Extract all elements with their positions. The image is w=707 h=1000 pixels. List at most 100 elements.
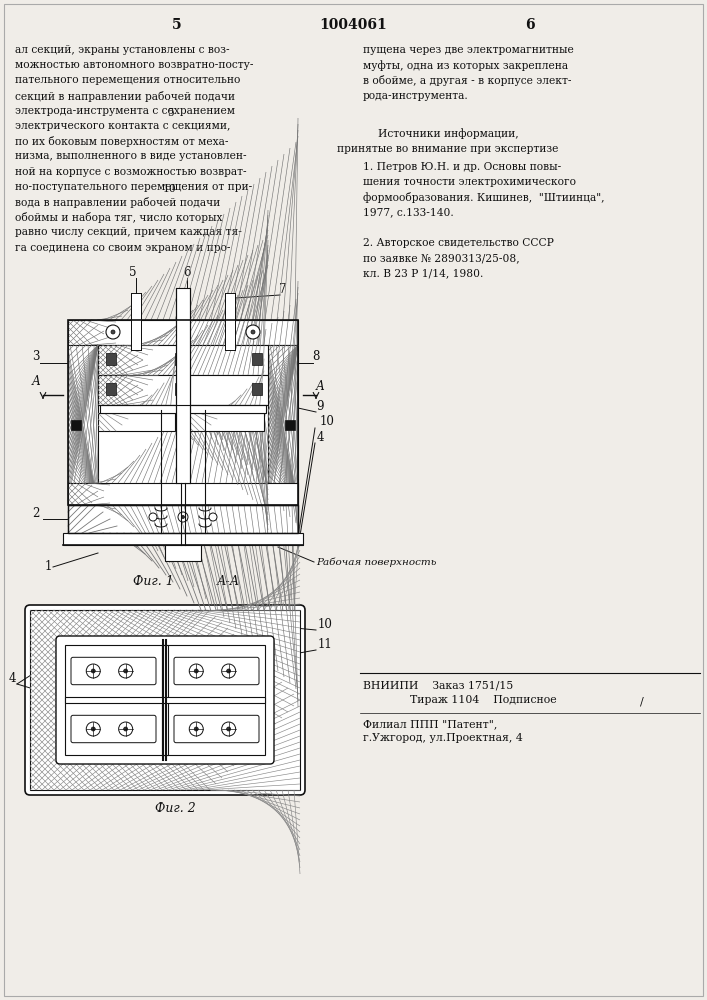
Circle shape bbox=[194, 669, 198, 673]
Circle shape bbox=[149, 513, 157, 521]
Bar bbox=[68, 320, 298, 345]
Text: по заявке № 2890313/25-08,: по заявке № 2890313/25-08, bbox=[363, 253, 520, 263]
Text: 9: 9 bbox=[316, 400, 324, 413]
Text: муфты, одна из которых закреплена: муфты, одна из которых закреплена bbox=[363, 60, 568, 71]
Circle shape bbox=[86, 664, 100, 678]
Text: электрода-инструмента с сохранением: электрода-инструмента с сохранением bbox=[15, 106, 235, 116]
Text: формообразования. Кишинев,  "Штиинца",: формообразования. Кишинев, "Штиинца", bbox=[363, 192, 604, 203]
Circle shape bbox=[119, 664, 133, 678]
Text: 10: 10 bbox=[163, 184, 177, 194]
Bar bbox=[65, 645, 265, 755]
Text: А-А: А-А bbox=[216, 575, 240, 588]
Text: 5: 5 bbox=[173, 18, 182, 32]
Bar bbox=[252, 383, 262, 395]
Text: принятые во внимание при экспертизе: принятые во внимание при экспертизе bbox=[337, 144, 559, 154]
Circle shape bbox=[86, 722, 100, 736]
Text: ВНИИПИ    Заказ 1751/15: ВНИИПИ Заказ 1751/15 bbox=[363, 681, 513, 691]
Circle shape bbox=[91, 669, 95, 673]
Bar bbox=[30, 610, 300, 790]
Text: но-поступательного перемещения от при-: но-поступательного перемещения от при- bbox=[15, 182, 252, 192]
Text: 1: 1 bbox=[45, 560, 52, 573]
Circle shape bbox=[124, 669, 128, 673]
Text: вода в направлении рабочей подачи: вода в направлении рабочей подачи bbox=[15, 197, 221, 208]
Bar bbox=[68, 320, 298, 505]
FancyBboxPatch shape bbox=[25, 605, 305, 795]
Text: ал секций, экраны установлены с воз-: ал секций, экраны установлены с воз- bbox=[15, 45, 230, 55]
Text: 8: 8 bbox=[312, 350, 320, 363]
Bar bbox=[68, 345, 98, 505]
Bar bbox=[285, 420, 295, 430]
Text: обоймы и набора тяг, число которых: обоймы и набора тяг, число которых bbox=[15, 212, 223, 223]
Bar bbox=[68, 505, 298, 533]
Text: га соединена со своим экраном и про-: га соединена со своим экраном и про- bbox=[15, 243, 230, 253]
Text: по их боковым поверхностям от меха-: по их боковым поверхностям от меха- bbox=[15, 136, 228, 147]
Circle shape bbox=[227, 669, 230, 673]
Bar bbox=[68, 320, 298, 505]
Bar bbox=[176, 288, 190, 483]
Circle shape bbox=[189, 664, 203, 678]
FancyBboxPatch shape bbox=[71, 715, 156, 743]
Text: 2. Авторское свидетельство СССР: 2. Авторское свидетельство СССР bbox=[363, 238, 554, 248]
Text: в обойме, а другая - в корпусе элект-: в обойме, а другая - в корпусе элект- bbox=[363, 75, 571, 86]
Bar bbox=[63, 533, 303, 545]
Text: Фиг. 2: Фиг. 2 bbox=[155, 802, 195, 815]
Text: электрического контакта с секциями,: электрического контакта с секциями, bbox=[15, 121, 230, 131]
FancyBboxPatch shape bbox=[56, 636, 274, 764]
Bar bbox=[98, 345, 268, 375]
FancyBboxPatch shape bbox=[174, 657, 259, 685]
Text: Тираж 1104    Подписное: Тираж 1104 Подписное bbox=[410, 695, 556, 705]
Text: 6: 6 bbox=[183, 266, 191, 279]
Text: секций в направлении рабочей подачи: секций в направлении рабочей подачи bbox=[15, 91, 235, 102]
Bar bbox=[225, 293, 235, 350]
Text: 1. Петров Ю.Н. и др. Основы повы-: 1. Петров Ю.Н. и др. Основы повы- bbox=[363, 162, 561, 172]
Text: рода-инструмента.: рода-инструмента. bbox=[363, 91, 469, 101]
Text: 2: 2 bbox=[33, 507, 40, 520]
Bar bbox=[187, 413, 264, 431]
Bar bbox=[131, 293, 141, 350]
Circle shape bbox=[222, 722, 235, 736]
Text: 6: 6 bbox=[525, 18, 534, 32]
Text: Источники информации,: Источники информации, bbox=[378, 129, 518, 139]
FancyBboxPatch shape bbox=[71, 657, 156, 685]
Text: 5: 5 bbox=[129, 266, 136, 279]
Bar bbox=[98, 405, 268, 483]
Text: можностью автономного возвратно-посту-: можностью автономного возвратно-посту- bbox=[15, 60, 254, 70]
Bar bbox=[165, 545, 201, 561]
Circle shape bbox=[251, 330, 255, 334]
Text: Филиал ППП "Патент",: Филиал ППП "Патент", bbox=[363, 719, 498, 729]
Bar bbox=[68, 505, 298, 533]
Text: пущена через две электромагнитные: пущена через две электромагнитные bbox=[363, 45, 574, 55]
Text: низма, выполненного в виде установлен-: низма, выполненного в виде установлен- bbox=[15, 151, 247, 161]
Text: шения точности электрохимического: шения точности электрохимического bbox=[363, 177, 576, 187]
Text: 5: 5 bbox=[167, 108, 173, 118]
Circle shape bbox=[222, 664, 235, 678]
Bar bbox=[175, 383, 185, 395]
Bar bbox=[68, 483, 298, 505]
Text: А: А bbox=[32, 375, 40, 388]
Circle shape bbox=[119, 722, 133, 736]
Bar bbox=[106, 353, 116, 365]
Bar bbox=[98, 413, 175, 431]
Bar bbox=[162, 645, 168, 755]
Text: 11: 11 bbox=[318, 638, 333, 651]
Circle shape bbox=[91, 727, 95, 731]
Bar bbox=[106, 383, 116, 395]
Circle shape bbox=[194, 727, 198, 731]
Circle shape bbox=[106, 325, 120, 339]
Circle shape bbox=[182, 516, 185, 518]
Text: 1977, с.133-140.: 1977, с.133-140. bbox=[363, 208, 454, 218]
Circle shape bbox=[189, 722, 203, 736]
Circle shape bbox=[227, 727, 230, 731]
FancyBboxPatch shape bbox=[174, 715, 259, 743]
Circle shape bbox=[111, 330, 115, 334]
Bar bbox=[268, 345, 298, 505]
Bar bbox=[100, 405, 266, 413]
Text: 10: 10 bbox=[320, 415, 335, 428]
Text: 4: 4 bbox=[8, 672, 16, 685]
Text: ной на корпусе с возможностью возврат-: ной на корпусе с возможностью возврат- bbox=[15, 167, 247, 177]
Circle shape bbox=[124, 727, 128, 731]
Circle shape bbox=[246, 325, 260, 339]
Bar bbox=[252, 353, 262, 365]
Text: 1004061: 1004061 bbox=[319, 18, 387, 32]
Text: 7: 7 bbox=[279, 283, 287, 296]
